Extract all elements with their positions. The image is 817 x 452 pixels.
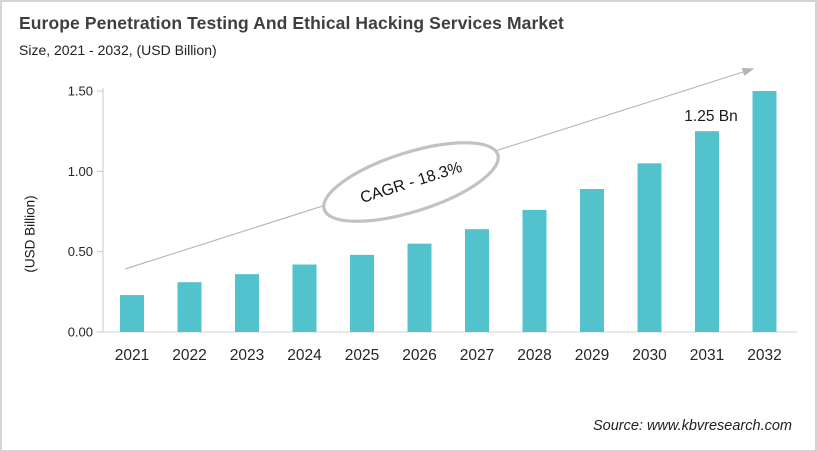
source-attribution: Source: www.kbvresearch.com bbox=[592, 418, 792, 434]
bar-2026 bbox=[407, 243, 432, 332]
bar-2025 bbox=[350, 254, 374, 332]
x-tick-label: 2024 bbox=[287, 347, 322, 364]
bar-2021 bbox=[120, 295, 144, 332]
x-tick-label: 2022 bbox=[172, 347, 206, 364]
x-tick-label: 2028 bbox=[517, 347, 551, 364]
chart-subtitle: Size, 2021 - 2032, (USD Billion) bbox=[19, 42, 217, 58]
bar-2031 bbox=[695, 131, 719, 332]
y-tick-label: 0.50 bbox=[68, 244, 93, 259]
x-tick-label: 2023 bbox=[230, 347, 264, 364]
cagr-ellipse bbox=[322, 141, 500, 223]
x-tick-label: 2030 bbox=[632, 347, 667, 364]
x-tick-label: 2032 bbox=[747, 347, 781, 364]
trend-arrowhead-icon bbox=[741, 68, 755, 76]
y-tick-label: 1.00 bbox=[68, 164, 93, 179]
bar-2027 bbox=[465, 229, 489, 332]
value-label-2031: 1.25 Bn bbox=[684, 108, 737, 125]
bar-2029 bbox=[580, 189, 604, 332]
bar-2022 bbox=[177, 282, 202, 332]
x-tick-label: 2026 bbox=[402, 347, 436, 364]
bar-2024 bbox=[292, 264, 317, 332]
x-tick-label: 2025 bbox=[345, 347, 379, 364]
x-tick-label: 2027 bbox=[460, 347, 494, 364]
bar-2032 bbox=[752, 91, 777, 332]
y-tick-label: 1.50 bbox=[68, 84, 93, 99]
x-tick-label: 2031 bbox=[690, 347, 724, 364]
x-tick-label: 2021 bbox=[115, 347, 149, 364]
bar-2023 bbox=[235, 274, 259, 332]
bar-2030 bbox=[637, 163, 662, 332]
y-tick-label: 0.00 bbox=[68, 325, 93, 340]
x-tick-label: 2029 bbox=[575, 347, 609, 364]
bar-2028 bbox=[522, 209, 547, 332]
chart-title: Europe Penetration Testing And Ethical H… bbox=[19, 13, 564, 33]
